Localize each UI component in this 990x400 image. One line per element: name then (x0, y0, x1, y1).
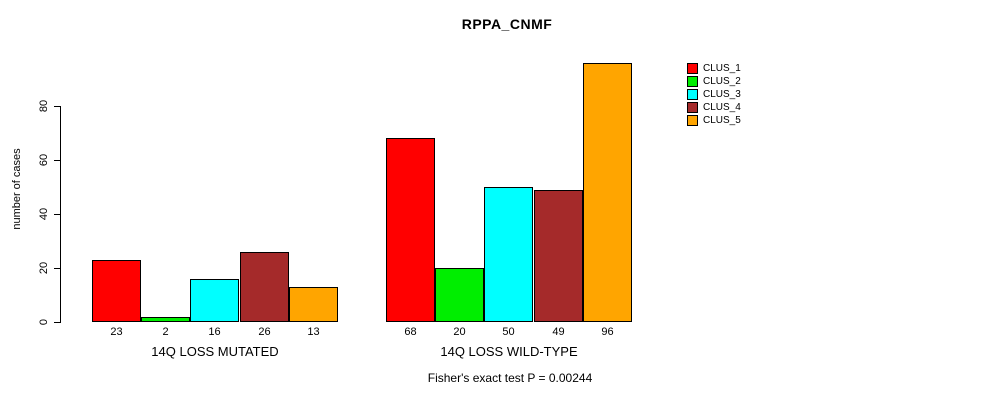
legend-label: CLUS_4 (703, 102, 741, 113)
bar-value-label: 2 (162, 326, 169, 338)
y-tick-label: 40 (38, 207, 50, 221)
bar-clus_1-group1 (92, 260, 141, 322)
bar-clus_4-group1 (240, 252, 289, 322)
y-tick-mark (54, 214, 60, 215)
legend-item-clus_5: CLUS_5 (687, 114, 741, 127)
legend-label: CLUS_1 (703, 63, 741, 74)
legend-swatch-icon (687, 89, 698, 100)
legend-label: CLUS_3 (703, 89, 741, 100)
y-axis-line (60, 106, 61, 323)
y-tick-label: 60 (38, 153, 50, 167)
legend-label: CLUS_2 (703, 76, 741, 87)
bar-value-label: 96 (601, 326, 614, 338)
legend-item-clus_2: CLUS_2 (687, 75, 741, 88)
legend: CLUS_1 CLUS_2 CLUS_3 CLUS_4 CLUS_5 (687, 62, 741, 127)
y-tick-mark (54, 160, 60, 161)
y-tick-mark (54, 268, 60, 269)
legend-swatch-icon (687, 76, 698, 87)
bar-clus_2-group1 (141, 317, 190, 322)
bar-clus_5-group1 (289, 287, 338, 322)
group-label-2: 14Q LOSS WILD-TYPE (440, 344, 578, 359)
y-tick-mark (54, 106, 60, 107)
fisher-test-annotation: Fisher's exact test P = 0.00244 (427, 371, 593, 385)
y-tick-label: 80 (38, 99, 50, 113)
bar-clus_3-group2 (484, 187, 533, 322)
bar-clus_2-group2 (435, 268, 484, 322)
legend-swatch-icon (687, 115, 698, 126)
bar-clus_1-group2 (386, 138, 435, 322)
bar-value-label: 50 (502, 326, 515, 338)
legend-swatch-icon (687, 63, 698, 74)
legend-item-clus_4: CLUS_4 (687, 101, 741, 114)
bar-value-label: 13 (307, 326, 320, 338)
y-tick-mark (54, 322, 60, 323)
y-axis-label: number of cases (11, 148, 23, 230)
chart-title: RPPA_CNMF (461, 16, 553, 32)
bar-clus_5-group2 (583, 63, 632, 322)
bar-value-label: 20 (453, 326, 466, 338)
bar-value-label: 49 (552, 326, 565, 338)
bar-value-label: 68 (404, 326, 417, 338)
legend-swatch-icon (687, 102, 698, 113)
legend-label: CLUS_5 (703, 115, 741, 126)
bar-clus_3-group1 (190, 279, 239, 322)
bar-value-label: 16 (208, 326, 221, 338)
legend-item-clus_1: CLUS_1 (687, 62, 741, 75)
y-tick-label: 0 (38, 318, 50, 326)
bar-value-label: 23 (110, 326, 123, 338)
group-label-1: 14Q LOSS MUTATED (151, 344, 279, 359)
legend-item-clus_3: CLUS_3 (687, 88, 741, 101)
bar-value-label: 26 (258, 326, 271, 338)
y-tick-label: 20 (38, 261, 50, 275)
bar-clus_4-group2 (534, 190, 583, 322)
